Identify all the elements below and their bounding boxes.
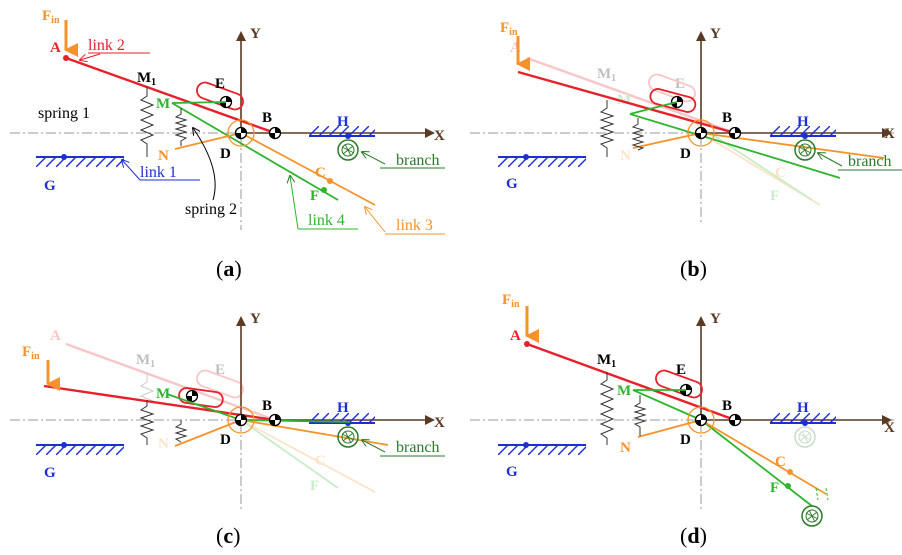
svg-text:A: A (510, 328, 521, 344)
point-h-label: H (337, 114, 349, 130)
svg-text:B: B (722, 398, 732, 414)
caption-d: (d) (680, 523, 707, 548)
svg-text:D: D (680, 146, 691, 162)
point-b-label: B (262, 110, 272, 126)
svg-text:E: E (676, 362, 686, 378)
svg-text:X: X (434, 415, 445, 431)
svg-text:E: E (675, 76, 685, 92)
svg-text:F: F (770, 188, 779, 204)
y-label: Y (250, 26, 261, 42)
link-1-label: link 1 (140, 164, 177, 181)
point-m1-label: M1 (137, 70, 156, 88)
svg-text:Fin: Fin (502, 292, 520, 310)
svg-text:G: G (44, 465, 56, 481)
svg-text:N: N (158, 436, 169, 452)
branch-label: branch (396, 152, 440, 169)
svg-text:branch: branch (848, 153, 892, 170)
svg-text:A: A (510, 40, 521, 56)
svg-text:N: N (620, 440, 631, 456)
spring-2-label: spring 2 (185, 201, 237, 218)
svg-text:C: C (775, 165, 786, 181)
svg-text:Fin: Fin (500, 20, 518, 38)
link-4 (171, 102, 339, 201)
svg-text:D: D (680, 432, 691, 448)
branch-icon (337, 139, 359, 161)
svg-text:H: H (337, 400, 349, 416)
point-c-label: C (315, 165, 326, 181)
panel-a: X Y G H A E M F N C D B (10, 8, 445, 281)
svg-text:A: A (50, 328, 61, 344)
svg-text:C: C (315, 453, 326, 469)
link-4-label: link 4 (308, 212, 345, 229)
svg-text:H: H (797, 114, 809, 130)
svg-text:H: H (797, 400, 809, 416)
point-d-label: D (220, 146, 231, 162)
svg-text:F: F (310, 478, 319, 494)
svg-text:G: G (506, 176, 518, 192)
panel-c: X Y G H A M1 E N C F D B (10, 311, 445, 548)
svg-text:Y: Y (710, 311, 721, 327)
svg-text:X: X (884, 126, 895, 142)
point-m-label: M (156, 96, 170, 112)
svg-text:M1: M1 (597, 352, 616, 370)
svg-text:M1: M1 (136, 352, 155, 370)
caption-c: (c) (216, 523, 240, 548)
panel-d: X Y G H A E M F N C D B M1 (470, 292, 895, 548)
svg-text:F: F (770, 480, 779, 496)
spring-1-label: spring 1 (38, 105, 90, 122)
point-f-label: F (310, 188, 319, 204)
svg-text:G: G (506, 464, 518, 480)
point-n-label: N (158, 148, 169, 164)
svg-text:B: B (722, 110, 732, 126)
slot-e (196, 81, 244, 111)
svg-text:Fin: Fin (22, 344, 40, 362)
link-2-label: link 2 (88, 37, 125, 54)
spring-2 (174, 108, 188, 146)
svg-text:D: D (220, 432, 231, 448)
svg-text:branch: branch (396, 439, 440, 456)
spring-1 (139, 86, 155, 157)
point-a-label: A (50, 40, 61, 56)
svg-text:X: X (884, 420, 895, 436)
caption-a: (a) (216, 256, 242, 281)
link-3 (240, 132, 376, 206)
svg-text:N: N (620, 148, 631, 164)
svg-text:E: E (215, 362, 225, 378)
panel-b: X Y G H A M1 E M N C F (470, 20, 902, 281)
force-label: Fin (42, 8, 60, 26)
svg-text:M: M (617, 383, 631, 399)
x-label: X (434, 128, 445, 144)
link-3-label: link 3 (396, 217, 433, 234)
svg-text:M: M (156, 386, 170, 402)
link-2 (65, 56, 276, 135)
point-g-label: G (44, 178, 56, 194)
caption-b: (b) (680, 256, 707, 281)
svg-text:C: C (775, 454, 786, 470)
svg-text:B: B (262, 398, 272, 414)
ground-g (35, 156, 125, 168)
svg-text:M1: M1 (597, 66, 616, 84)
svg-text:Y: Y (250, 311, 261, 327)
point-e-label: E (215, 76, 225, 92)
svg-text:Y: Y (710, 26, 721, 42)
